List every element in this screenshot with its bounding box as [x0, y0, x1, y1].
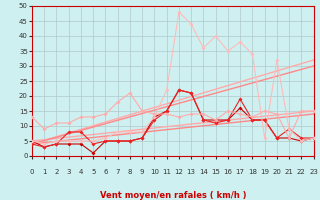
X-axis label: Vent moyen/en rafales ( km/h ): Vent moyen/en rafales ( km/h ): [100, 191, 246, 200]
